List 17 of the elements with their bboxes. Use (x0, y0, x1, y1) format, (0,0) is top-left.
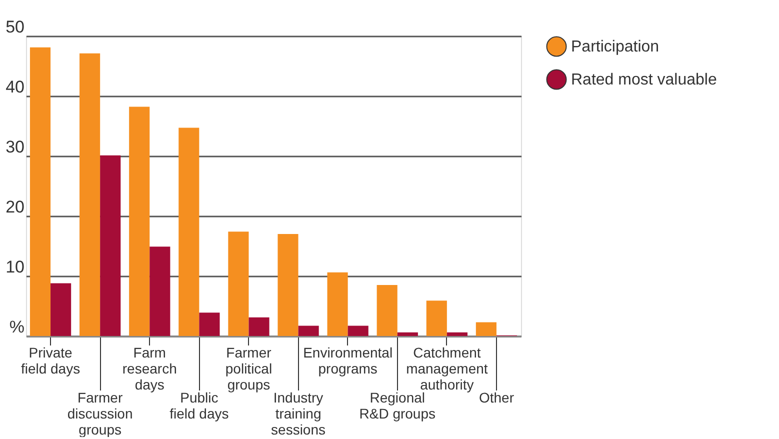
x-tick-label: Farm research days (122, 344, 177, 392)
x-tick-label: Farmer political groups (225, 344, 272, 392)
y-tick-label: % (9, 318, 24, 336)
x-tick-label: Environmental programs (303, 344, 393, 376)
legend-label: Rated most valuable (571, 72, 717, 88)
x-tick-label: Industry training sessions (271, 390, 326, 438)
x-tick-label: Private field days (20, 344, 80, 376)
y-tick-label: 10 (6, 258, 24, 276)
x-tick-label: Public field days (170, 390, 229, 422)
x-tick-label: Regional R&D groups (359, 390, 436, 422)
y-tick-label: 50 (6, 18, 24, 36)
x-tick-label: Catchment management authority (406, 344, 488, 392)
y-tick-label: 20 (6, 198, 24, 216)
x-tick-label: Other (478, 390, 514, 406)
y-tick-label: 40 (6, 78, 24, 96)
y-tick-label: 30 (6, 138, 24, 156)
legend-label: Participation (571, 38, 660, 56)
